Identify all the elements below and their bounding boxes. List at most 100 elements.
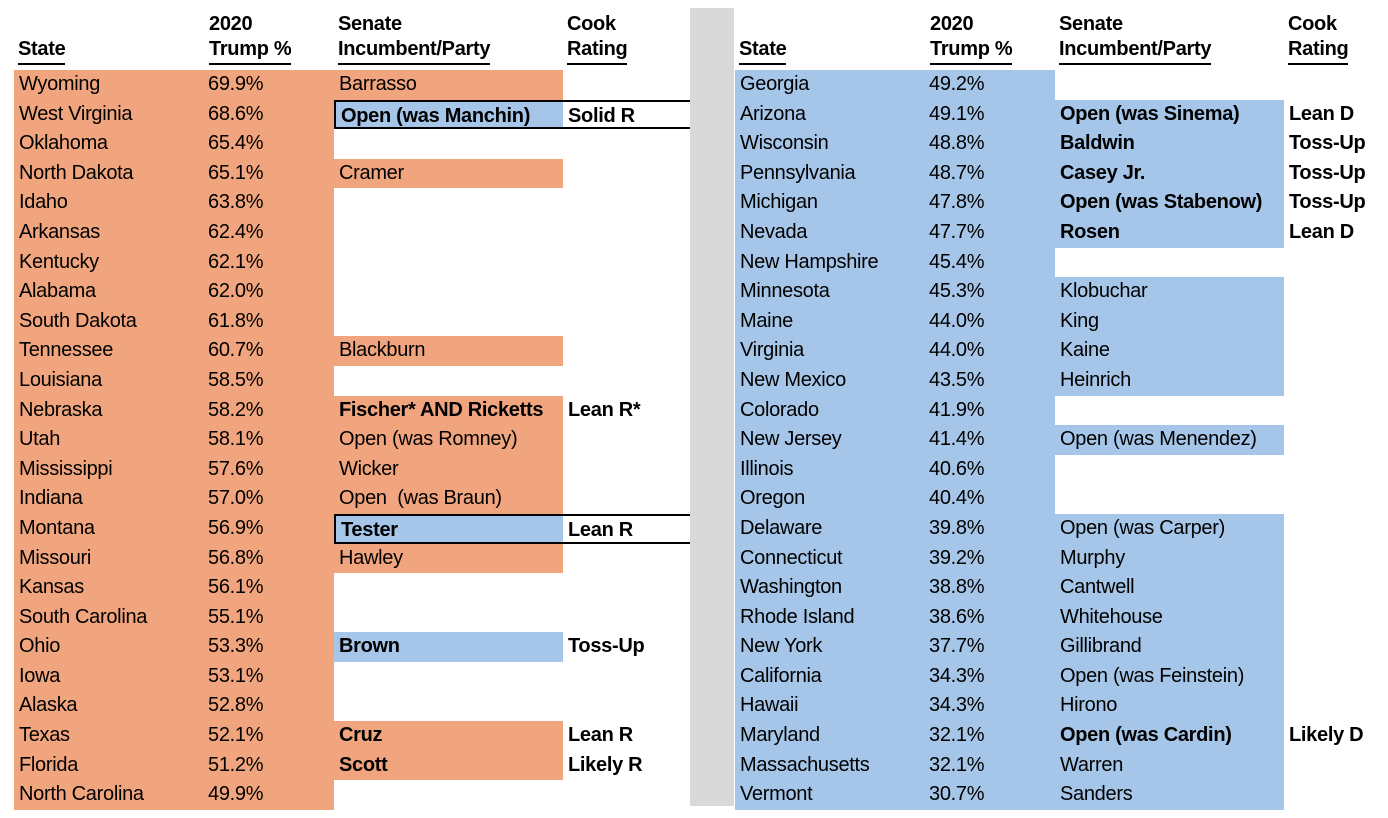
cook-rating-cell — [563, 129, 692, 159]
trump-pct-cell: 43.5% — [926, 365, 1055, 396]
cook-rating-cell: Lean D — [1289, 220, 1354, 243]
incumbent-cell: Cramer — [334, 158, 563, 189]
state-cell: New Mexico — [735, 365, 926, 396]
incumbent-cell — [334, 780, 563, 810]
incumbent-cell — [334, 277, 563, 307]
incumbent-cell: Barrasso — [334, 70, 563, 100]
state-cell: Indiana — [14, 484, 205, 514]
column-header-cook: Cook Rating — [563, 0, 692, 70]
state-cell: Wyoming — [14, 70, 205, 100]
trump-pct-cell: 60.7% — [205, 336, 334, 366]
cook-rating-cell — [563, 218, 692, 248]
column-header-cook-line1: Cook — [1288, 13, 1337, 35]
state-cell: South Carolina — [14, 602, 205, 633]
trump-pct-cell: 62.4% — [205, 217, 334, 248]
incumbent-cell: Warren — [1055, 750, 1284, 781]
incumbent-cell: Wicker — [334, 454, 563, 485]
trump-pct-cell: 57.6% — [205, 454, 334, 485]
trump-pct-cell: 30.7% — [926, 780, 1055, 810]
trump-pct-cell: 65.1% — [205, 158, 334, 189]
incumbent-cell: Scott — [334, 750, 563, 781]
trump-pct-cell: 63.8% — [205, 188, 334, 218]
cook-rating-cell — [563, 366, 692, 396]
trump-pct-cell: 58.2% — [205, 395, 334, 426]
state-cell: Massachusetts — [735, 750, 926, 781]
cook-rating-cell: Solid R — [563, 99, 692, 130]
trump-pct-cell: 44.0% — [926, 306, 1055, 337]
incumbent-cell: Baldwin — [1055, 129, 1284, 159]
incumbent-cell — [1055, 455, 1284, 485]
cook-rating-cell: Lean R* — [568, 398, 641, 421]
state-cell: Michigan — [735, 188, 926, 218]
incumbent-cell — [334, 662, 563, 692]
cook-rating-cell: Toss-Up — [568, 635, 645, 658]
incumbent-cell — [1055, 484, 1284, 514]
trump-pct-cell: 65.4% — [205, 129, 334, 159]
column-header-cook-line2: Rating — [1288, 37, 1349, 65]
cook-rating-cell — [563, 455, 692, 485]
incumbent-cell — [334, 248, 563, 278]
incumbent-cell — [1055, 70, 1284, 100]
trump-pct-cell: 55.1% — [205, 602, 334, 633]
trump-pct-cell: 69.9% — [205, 70, 334, 100]
column-header-incumbent-line1: Senate — [1059, 13, 1123, 35]
cook-rating-cell: Lean R — [563, 513, 692, 544]
state-cell: Kentucky — [14, 247, 205, 278]
trump-pct-cell: 53.1% — [205, 661, 334, 692]
trump-pct-cell: 47.8% — [926, 188, 1055, 218]
incumbent-cell — [334, 218, 563, 248]
incumbent-cell — [334, 366, 563, 396]
incumbent-cell — [334, 129, 563, 159]
cook-rating-cell — [1284, 484, 1388, 514]
state-cell: South Dakota — [14, 306, 205, 337]
trump-pct-cell: 40.6% — [926, 454, 1055, 485]
incumbent-cell: Brown — [334, 632, 563, 662]
column-header-incumbent-line1: Senate — [338, 13, 402, 35]
cook-rating-cell — [563, 188, 692, 218]
state-cell: New Hampshire — [735, 247, 926, 278]
cook-rating-cell: Likely R — [568, 753, 643, 776]
trump-pct-cell: 47.7% — [926, 217, 1055, 248]
incumbent-cell — [334, 573, 563, 603]
cook-rating-cell — [1284, 307, 1388, 337]
state-cell: Alabama — [14, 277, 205, 307]
cook-rating-cell — [1284, 248, 1388, 278]
incumbent-cell: Blackburn — [334, 336, 563, 366]
incumbent-cell: Open (was Stabenow) — [1055, 188, 1284, 218]
trump-pct-cell: 52.8% — [205, 691, 334, 722]
table-divider — [690, 8, 734, 806]
cook-rating-cell — [1284, 336, 1388, 366]
state-cell: West Virginia — [14, 99, 205, 130]
cook-rating-cell — [563, 544, 692, 574]
trump-pct-cell: 57.0% — [205, 484, 334, 514]
incumbent-cell: Hawley — [334, 543, 563, 574]
cook-rating-cell — [563, 70, 692, 100]
trump-pct-cell: 62.0% — [205, 277, 334, 307]
trump-pct-cell: 52.1% — [205, 721, 334, 751]
trump-pct-cell: 44.0% — [926, 336, 1055, 366]
column-header-cook: Cook Rating — [1284, 0, 1388, 70]
column-header-trump-pct: 2020 Trump % — [926, 0, 1055, 70]
column-header-trump-line1: 2020 — [930, 13, 974, 35]
column-header-incumbent-line2: Incumbent/Party — [338, 37, 491, 65]
state-cell: Ohio — [14, 632, 205, 662]
incumbent-cell — [1055, 248, 1284, 278]
cook-rating-cell: Toss-Up — [1289, 161, 1366, 184]
state-cell: North Carolina — [14, 780, 205, 810]
cook-rating-cell — [1284, 632, 1388, 662]
state-cell: Vermont — [735, 780, 926, 810]
state-cell: Colorado — [735, 395, 926, 426]
incumbent-cell: Heinrich — [1055, 365, 1284, 396]
state-cell: New York — [735, 632, 926, 662]
cook-rating-cell — [1284, 662, 1388, 692]
cook-rating-cell — [1284, 277, 1388, 307]
incumbent-cell — [334, 307, 563, 337]
trump-pct-cell: 34.3% — [926, 661, 1055, 692]
cook-rating-cell — [1284, 514, 1388, 544]
cook-rating-cell — [1284, 603, 1388, 633]
trump-pct-cell: 56.8% — [205, 543, 334, 574]
cook-rating-cell — [1284, 573, 1388, 603]
cook-rating-cell: Toss-Up — [1289, 132, 1366, 155]
state-cell: Florida — [14, 750, 205, 781]
trump-pct-cell: 37.7% — [926, 632, 1055, 662]
